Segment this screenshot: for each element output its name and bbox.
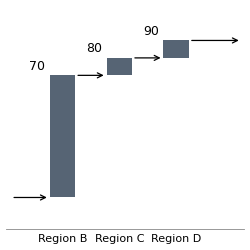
Text: 90: 90 — [143, 25, 159, 38]
Bar — [50, 75, 75, 198]
Text: 70: 70 — [29, 60, 45, 73]
Text: 80: 80 — [86, 42, 102, 55]
Bar — [164, 40, 189, 58]
Bar — [106, 58, 132, 75]
